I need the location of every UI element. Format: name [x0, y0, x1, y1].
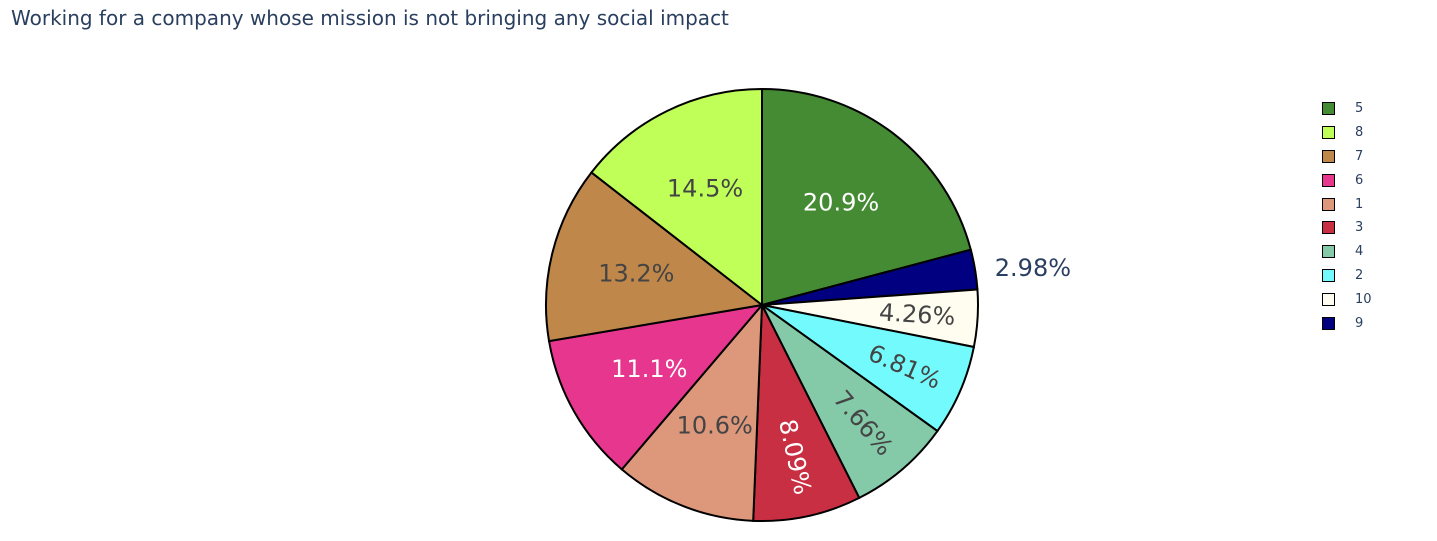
pie-slice-4[interactable]	[761, 304, 939, 500]
legend-swatch	[1322, 102, 1335, 116]
legend-item-7[interactable]: 7	[1322, 145, 1372, 169]
legend-label: 2	[1355, 267, 1364, 283]
legend-item-3[interactable]: 3	[1322, 216, 1372, 240]
legend-swatch	[1322, 149, 1335, 163]
pie-slice-5[interactable]	[761, 87, 973, 307]
legend-swatch	[1322, 268, 1335, 282]
slice-label-10: 4.26%	[878, 298, 956, 331]
slice-label-6: 11.1%	[611, 355, 687, 383]
legend-label: 9	[1355, 315, 1364, 331]
pie-slice-7[interactable]	[545, 171, 765, 343]
legend-item-8[interactable]: 8	[1322, 121, 1372, 145]
legend-swatch	[1322, 197, 1335, 211]
legend-item-10[interactable]: 10	[1322, 287, 1372, 311]
legend-item-4[interactable]: 4	[1322, 240, 1372, 264]
legend-item-2[interactable]: 2	[1322, 264, 1372, 288]
legend-item-9[interactable]: 9	[1322, 311, 1372, 335]
legend-swatch	[1322, 173, 1335, 187]
legend: 5 8 7 6 1 3 4 2 10 9	[1322, 97, 1372, 335]
pie-slice-6[interactable]	[547, 303, 765, 471]
slice-label-9: 2.98%	[995, 254, 1071, 282]
chart-title: Working for a company whose mission is n…	[11, 6, 729, 30]
legend-swatch	[1322, 245, 1335, 259]
legend-label: 1	[1355, 196, 1364, 212]
slice-label-5: 20.9%	[803, 188, 879, 216]
pie-slice-8[interactable]	[590, 87, 763, 308]
legend-swatch	[1322, 316, 1335, 330]
slice-label-7: 13.2%	[598, 259, 674, 287]
legend-label: 4	[1355, 244, 1364, 260]
legend-item-1[interactable]: 1	[1322, 192, 1372, 216]
slice-label-8: 14.5%	[667, 175, 743, 203]
legend-label: 6	[1355, 172, 1364, 188]
pie-slice-3[interactable]	[752, 301, 861, 522]
slice-label-1: 10.6%	[677, 412, 753, 440]
legend-item-5[interactable]: 5	[1322, 97, 1372, 121]
pie-slice-1[interactable]	[620, 302, 764, 522]
legend-label: 8	[1355, 125, 1364, 141]
legend-label: 7	[1355, 148, 1364, 164]
legend-label: 5	[1355, 101, 1364, 117]
legend-swatch	[1322, 126, 1335, 140]
legend-item-6[interactable]: 6	[1322, 168, 1372, 192]
legend-swatch	[1322, 292, 1335, 306]
legend-swatch	[1322, 221, 1335, 235]
legend-label: 3	[1355, 220, 1364, 236]
legend-label: 10	[1355, 291, 1372, 307]
